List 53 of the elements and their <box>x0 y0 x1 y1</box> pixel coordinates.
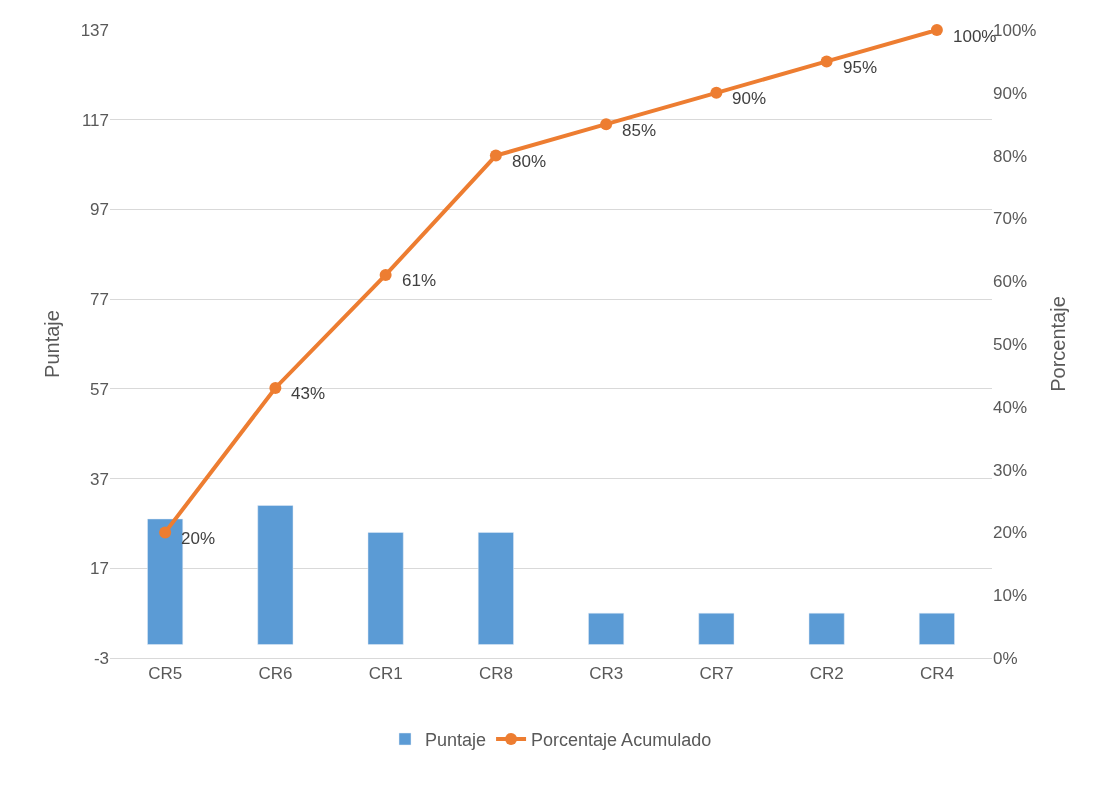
y-tick-label: -3 <box>93 648 109 668</box>
x-tick-label: CR8 <box>478 664 513 684</box>
x-tick-label: CR2 <box>809 664 844 684</box>
x-tick-label: CR5 <box>148 664 183 684</box>
y-tick-label: 17 <box>90 559 109 579</box>
y-tick-label: 117 <box>81 110 109 130</box>
bar <box>588 612 625 645</box>
x-tick-label: CR1 <box>368 664 403 684</box>
y2-tick-label: 50% <box>993 334 1028 354</box>
bar <box>147 518 184 645</box>
y-tick-label: 97 <box>90 200 109 220</box>
data-label: 90% <box>732 89 767 108</box>
data-label: 80% <box>512 152 547 171</box>
legend-label: Puntaje <box>425 730 487 751</box>
y-tick-label: 137 <box>80 20 109 40</box>
point <box>269 381 282 394</box>
data-label: 85% <box>622 121 657 140</box>
x-tick-label: CR3 <box>589 664 624 684</box>
x-tick-label: CR4 <box>919 664 954 684</box>
y2-tick-label: 10% <box>993 586 1028 606</box>
data-label: 20% <box>181 529 216 548</box>
y2-tick-label: 40% <box>993 397 1028 417</box>
bar <box>477 532 514 645</box>
y-tick-label: 77 <box>90 290 109 310</box>
y-tick-label: 57 <box>90 379 109 399</box>
bar <box>367 532 404 645</box>
point <box>159 526 172 539</box>
y2-tick-label: 20% <box>993 523 1028 543</box>
point <box>489 149 502 162</box>
legend-label: Porcentaje Acumulado <box>531 730 712 751</box>
point <box>379 268 392 281</box>
bar <box>808 612 845 645</box>
bar <box>257 505 294 645</box>
data-label: 95% <box>843 58 878 77</box>
data-label: 61% <box>402 271 437 290</box>
y2-tick-label: 30% <box>993 460 1028 480</box>
y2-tick-label: 90% <box>993 83 1028 103</box>
point <box>930 24 943 36</box>
point <box>710 86 723 99</box>
x-tick-label: CR6 <box>258 664 293 684</box>
y-tick-label: 37 <box>90 469 109 489</box>
x-tick-label: CR7 <box>699 664 734 684</box>
y2-tick-label: 70% <box>993 209 1028 229</box>
data-label: 43% <box>291 384 326 403</box>
bar <box>918 612 955 645</box>
point <box>600 118 613 131</box>
bar <box>698 612 735 645</box>
y2-tick-label: 60% <box>993 272 1028 292</box>
y-axis-title: Puntaje <box>41 310 64 378</box>
y2-tick-label: 0% <box>993 648 1018 668</box>
point <box>820 55 833 68</box>
y2-tick-label: 80% <box>993 146 1028 166</box>
y2-axis-title: Porcentaje <box>1046 296 1069 392</box>
